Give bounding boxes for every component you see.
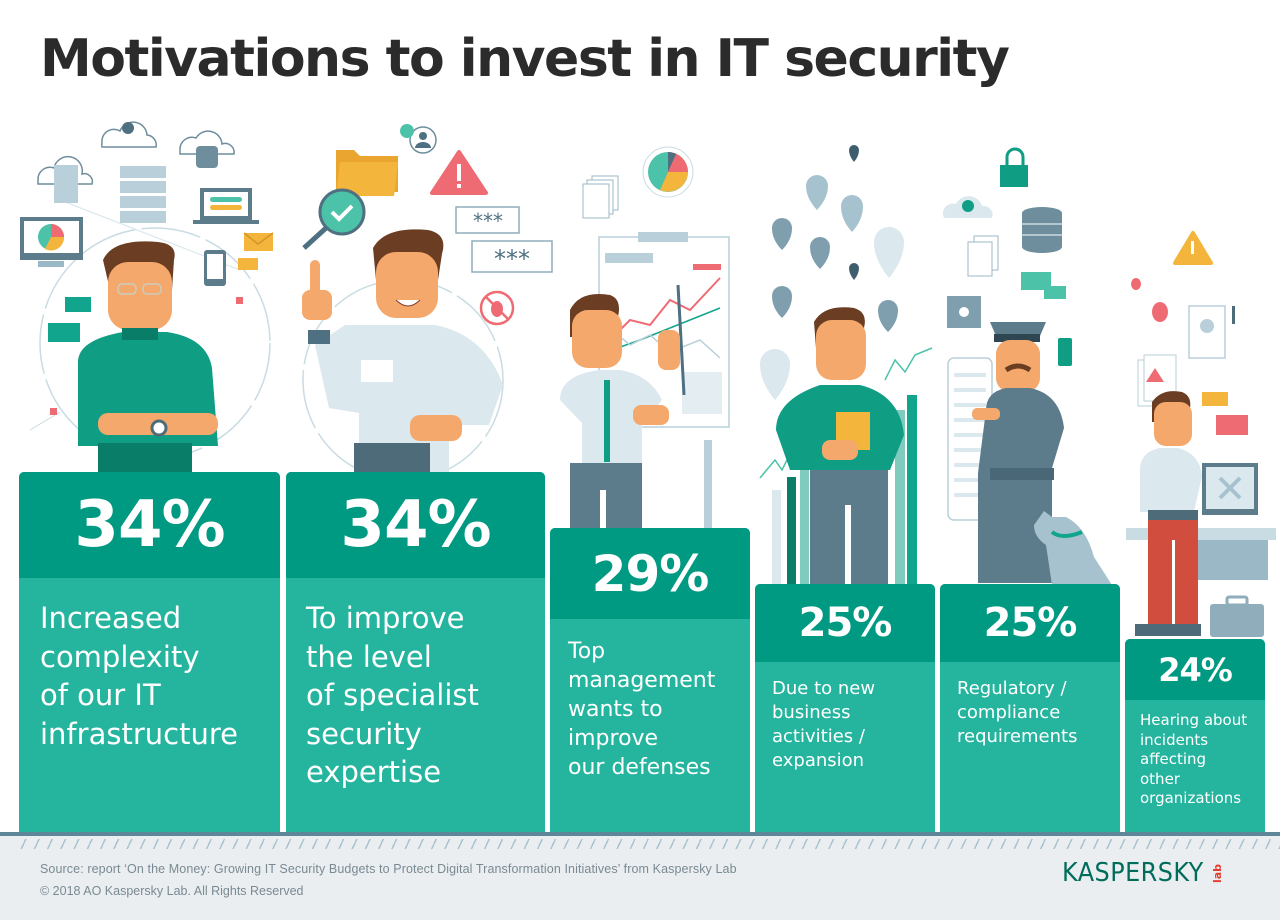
stat-label-line: of our IT [40,678,161,712]
cloud-gear-icon [942,196,993,218]
stat-value: 29% [550,528,750,619]
briefcase-icon [1210,595,1264,637]
stat-label-line: Top [568,639,606,664]
stat-value: 24% [1125,639,1265,700]
character-3-illustration [560,146,730,530]
svg-text:***: *** [494,245,530,273]
stat-label-line: of specialist [306,678,479,712]
server-rack-icon [120,166,166,223]
warning-triangle-icon [1173,231,1213,265]
person-crossed-arms [78,241,218,473]
documents-icon [582,175,619,219]
stat-label-line: affecting [1140,750,1207,768]
stat-label: Due to new business activities / expansi… [755,662,935,773]
padlock-icon [1000,147,1028,187]
stat-label: Increased complexity of our IT infrastru… [19,578,280,753]
stat-label: Top management wants to improve our defe… [550,619,750,782]
logo-lab: lab [1211,863,1225,883]
documents-icon [967,235,999,277]
stat-label: To improve the level of specialist secur… [286,578,545,792]
stat-label-line: incidents [1140,730,1209,749]
worried-person [1135,391,1202,636]
character-2-illustration: *** *** [302,124,553,481]
character-1-illustration [20,121,274,473]
stat-label-line: activities / [772,726,865,747]
laptop-icon [193,188,259,224]
stat-label-line: the level [306,639,432,674]
bug-icon [1131,278,1168,322]
stat-label-line: wants to [568,697,663,722]
stat-value: 25% [755,584,935,662]
stat-value: 34% [286,472,545,578]
pie-chart-icon [642,146,694,198]
stat-value: 34% [19,472,280,578]
stat-label-line: compliance [957,702,1061,723]
person-holding-book [776,307,904,585]
stat-label-line: requirements [957,726,1078,747]
stat-card-4: 25% Due to new business activities / exp… [755,584,935,832]
stat-card-1: 34% Increased complexity of our IT infra… [19,472,280,832]
stat-label-line: To improve [306,601,465,635]
stat-label-line: improve [568,726,659,751]
stat-label-line: complexity [40,639,200,674]
database-icon [1022,207,1062,253]
map-pin-icon [760,145,904,400]
stat-label-line: Increased [40,601,182,635]
envelope-icon [238,232,274,270]
copyright-text: © 2018 AO Kaspersky Lab. All Rights Rese… [40,884,304,898]
source-text: Source: report ‘On the Money: Growing IT… [40,862,737,876]
monitor-pie-chart-icon [20,217,83,267]
stat-label-line: infrastructure [40,716,238,751]
chat-bubble-icon [1202,392,1248,435]
folder-icon [336,150,398,196]
cloud-server-icon [37,156,94,203]
illustrations: *** *** [20,121,1276,637]
person-presenting [560,294,680,528]
stat-label-line: expertise [306,755,442,789]
stat-card-5: 25% Regulatory / compliance requirements [940,584,1120,832]
magnifier-check-icon [302,188,366,250]
user-verified-icon [400,124,437,154]
warning-triangle-icon [430,150,488,195]
floppy-disk-icon [947,296,981,328]
stat-label-line: security [306,716,422,751]
stat-label-line: other [1140,769,1180,788]
smartphone-icon [204,250,226,286]
chat-bubble-icon [48,297,91,342]
stat-label: Regulatory / compliance requirements [940,662,1120,749]
stat-card-2: 34% To improve the level of specialist s… [286,472,545,832]
stat-label-line: management [568,668,716,693]
logo-wordmark: KASPERSKY [1062,858,1204,888]
password-bubble-icon: *** *** [455,206,553,273]
cloud-gear-icon [100,121,157,148]
envelope-icon [1021,272,1066,299]
stat-label: Hearing about incidents affecting other … [1125,700,1265,809]
stat-value: 25% [940,584,1120,662]
stat-label-line: our defenses [568,755,711,780]
page-title: Motivations to invest in IT security [40,29,1010,89]
kaspersky-logo: KASPERSKY lab [1062,858,1227,888]
stat-label-line: Regulatory / [957,678,1067,699]
character-4-illustration [759,145,933,585]
cloud-database-icon [179,130,235,168]
stat-label-line: organizations [1140,789,1242,807]
usb-drive-icon [1058,338,1072,366]
stat-label-line: business [772,702,851,723]
stat-card-6: 24% Hearing about incidents affecting ot… [1125,639,1265,832]
no-bug-icon [479,290,515,326]
hatch-divider [14,839,1280,849]
svg-text:***: *** [473,209,503,233]
person-pointing-up [302,229,503,473]
stat-card-3: 29% Top management wants to improve our … [550,528,750,832]
stat-label-line: Hearing about [1140,711,1248,729]
character-6-illustration [1126,231,1276,637]
footer: Source: report ‘On the Money: Growing IT… [0,832,1280,920]
skull-document-icon [1188,305,1235,359]
dog-icon [1034,511,1112,585]
stat-label-line: expansion [772,750,865,771]
stat-label-line: Due to new [772,678,876,699]
character-5-illustration [942,147,1112,585]
